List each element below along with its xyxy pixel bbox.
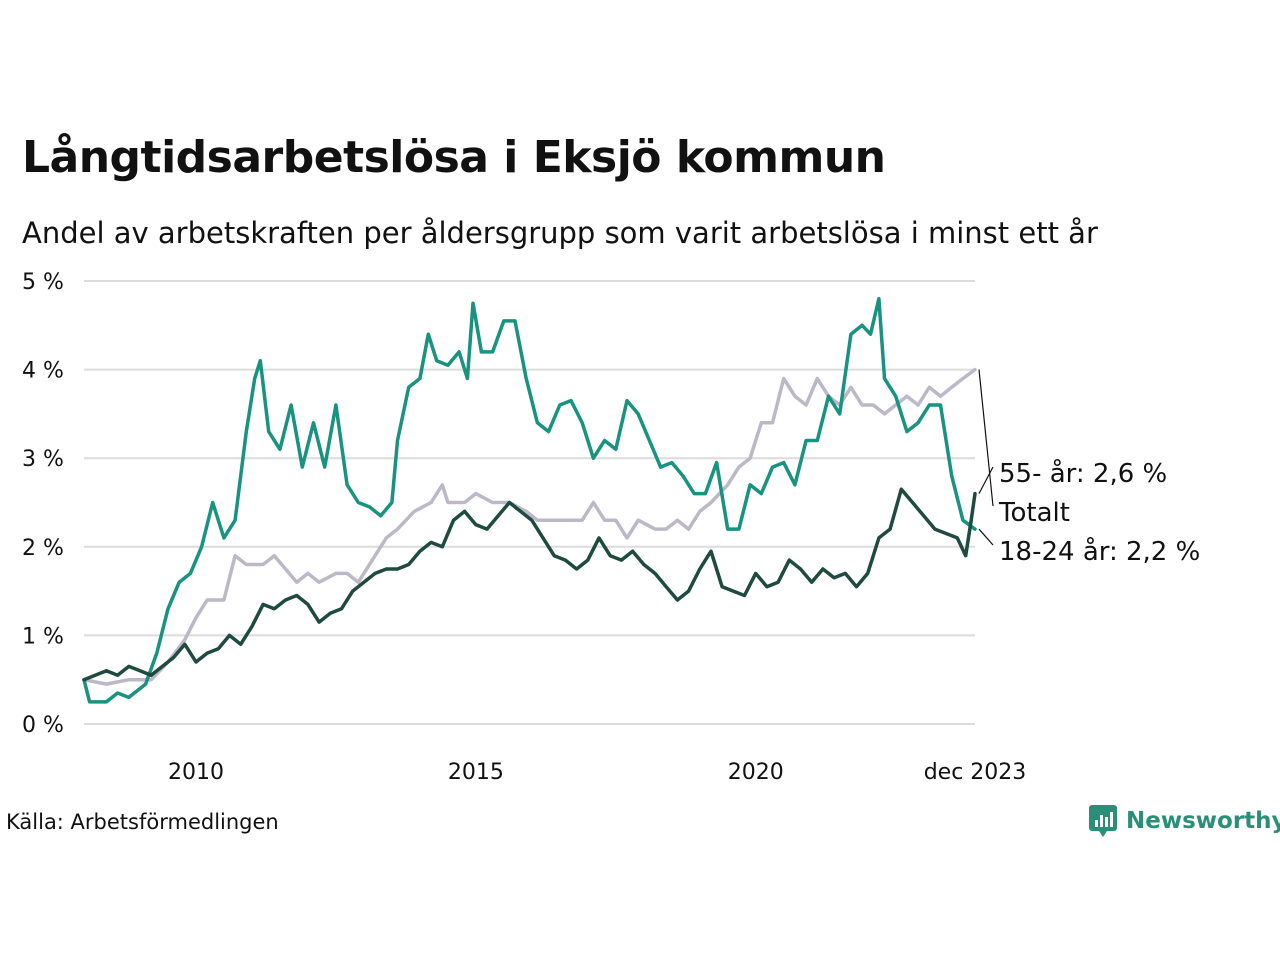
y-tick-label: 3 % [22, 447, 64, 472]
end-label-total: Totalt [998, 498, 1070, 528]
newsworthy-logo-icon [1089, 805, 1117, 837]
y-tick-label: 1 % [22, 624, 64, 649]
end-label-young: 18-24 år: 2,2 % [999, 536, 1200, 567]
series-line-young [82, 296, 977, 704]
chart-title: Långtidsarbetslösa i Eksjö kommun [22, 132, 886, 183]
x-tick-label: dec 2023 [924, 760, 1027, 785]
end-label-older: 55- år: 2,6 % [999, 458, 1167, 489]
series-line-older [82, 487, 977, 682]
series-line-total [82, 367, 977, 686]
x-tick-label: 2010 [168, 760, 224, 785]
end-label-connector [978, 528, 994, 546]
chart-subtitle: Andel av arbetskraften per åldersgrupp s… [22, 216, 1098, 250]
end-label-connector [978, 369, 994, 507]
brand-name: Newsworthy [1126, 808, 1280, 834]
y-tick-label: 4 % [22, 359, 64, 384]
source-note: Källa: Arbetsförmedlingen [6, 810, 279, 834]
y-tick-label: 0 % [22, 713, 64, 738]
x-tick-label: 2020 [728, 760, 784, 785]
brand-logo: Newsworthy [1088, 804, 1280, 838]
end-label-connector [978, 466, 994, 494]
y-tick-label: 2 % [22, 536, 64, 561]
y-tick-label: 5 % [22, 270, 64, 295]
x-tick-label: 2015 [448, 760, 504, 785]
